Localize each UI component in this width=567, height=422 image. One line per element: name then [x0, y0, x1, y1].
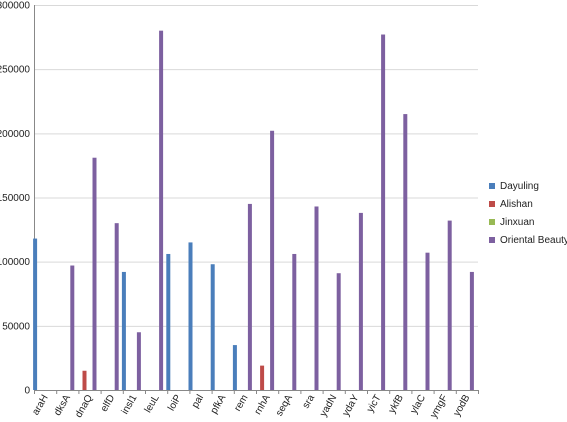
x-tick-label-ymgF: ymgF [428, 393, 450, 420]
bar-oriental-beauty-rnhA [270, 130, 275, 390]
legend-item-dayuling: Dayuling [489, 177, 567, 195]
x-tick-label-yadN: yadN [318, 393, 339, 419]
legend-item-jinxuan: Jinxuan [489, 213, 567, 231]
y-tick-label: 150000 [0, 193, 30, 204]
x-tick-label-sra: sra [301, 393, 318, 411]
x-tick-label-elfD: elfD [99, 393, 117, 414]
bar-oriental-beauty-ydaY [358, 212, 363, 390]
bar-alishan-dnaQ [82, 370, 87, 390]
x-tick-label-pfkA: pfkA [209, 393, 229, 416]
bar-oriental-beauty-ymgF [447, 220, 452, 390]
bar-oriental-beauty-leuL [159, 30, 164, 391]
bar-dayuling-insl1 [121, 271, 126, 390]
x-tick-label-ylaC: ylaC [409, 393, 429, 416]
legend-swatch-dayuling [489, 183, 495, 189]
legend-label-alishan: Alishan [500, 198, 533, 210]
x-tick-label-rnhA: rnhA [253, 393, 273, 417]
bar-dayuling-rem [232, 345, 237, 390]
x-tick-label-yicT: yicT [365, 393, 384, 414]
y-tick-label: 250000 [0, 65, 30, 76]
legend-label-jinxuan: Jinxuan [500, 216, 535, 228]
x-tick-label-leuL: leuL [143, 393, 162, 415]
x-tick-label-loiP: loiP [166, 393, 184, 413]
legend-label-dayuling: Dayuling [500, 180, 539, 192]
bar-oriental-beauty-seqA [292, 253, 297, 390]
x-tick-label-pal: pal [190, 393, 206, 410]
x-tick-labels: araH dksA dnaQ elfD insl1 leuL loiP pal pfkA rem r… [30, 393, 472, 421]
y-tick-label: 300000 [0, 1, 30, 12]
x-tick-label-yodB: yodB [452, 393, 473, 419]
bars [33, 30, 474, 391]
x-tick-label-seqA: seqA [274, 393, 295, 419]
y-tick-label: 50000 [2, 321, 30, 332]
x-tick-label-araH: araH [30, 393, 50, 417]
bar-dayuling-pfkA [210, 264, 215, 390]
y-tick-labels: 0 50000 100000 150000 200000 250000 300000 [0, 1, 30, 397]
x-tick-label-insl1: insl1 [120, 393, 140, 417]
legend-item-oriental-beauty: Oriental Beauty [489, 231, 567, 249]
legend: Dayuling Alishan Jinxuan Oriental Beauty [489, 177, 567, 249]
x-tick-label-ydaY: ydaY [341, 393, 362, 419]
bar-oriental-beauty-ylaC [425, 252, 430, 390]
x-tick-label-dksA: dksA [52, 393, 73, 418]
bar-dayuling-araH [33, 238, 38, 390]
gridlines [34, 5, 478, 327]
x-tick-label-rem: rem [232, 393, 250, 413]
bar-dayuling-pal [188, 242, 193, 390]
legend-swatch-alishan [489, 201, 495, 207]
legend-swatch-jinxuan [489, 219, 495, 225]
bar-oriental-beauty-insl1 [136, 332, 141, 390]
bar-dayuling-loiP [166, 253, 171, 390]
bar-oriental-beauty-yodB [469, 271, 474, 390]
bar-oriental-beauty-sra [314, 206, 319, 390]
y-tick-label: 100000 [0, 257, 30, 268]
legend-swatch-oriental-beauty [489, 237, 495, 243]
bar-oriental-beauty-dnaQ [92, 157, 97, 390]
y-tick-label: 200000 [0, 129, 30, 140]
bar-oriental-beauty-yicT [381, 34, 386, 391]
y-tick-label: 0 [24, 386, 30, 397]
legend-item-alishan: Alishan [489, 195, 567, 213]
bar-oriental-beauty-ykfB [403, 114, 408, 390]
axes [34, 5, 479, 394]
bar-alishan-rnhA [260, 365, 265, 390]
bar-oriental-beauty-rem [247, 203, 252, 390]
bar-oriental-beauty-dksA [70, 265, 75, 390]
legend-label-oriental-beauty: Oriental Beauty [500, 234, 567, 246]
x-tick-label-dnaQ: dnaQ [73, 393, 95, 420]
bar-oriental-beauty-yadN [336, 273, 341, 390]
bar-oriental-beauty-elfD [114, 223, 119, 390]
x-tick-label-ykfB: ykfB [387, 393, 406, 416]
